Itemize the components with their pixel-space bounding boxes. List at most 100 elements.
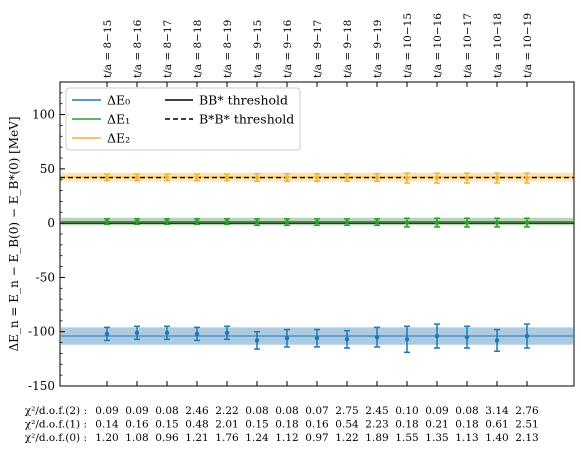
chi2-value-1-12: 0.18	[455, 419, 478, 431]
data-point-1-1	[134, 219, 140, 224]
chi2-value-2-5: 1.24	[245, 432, 269, 444]
data-point-0-2	[164, 330, 170, 335]
data-point-1-5	[254, 219, 260, 225]
data-point-2-7	[314, 175, 320, 180]
data-point-0-0	[104, 331, 110, 337]
y-tick-label: -50	[36, 270, 55, 284]
data-point-1-14	[524, 220, 530, 225]
chi2-value-1-1: 0.16	[125, 419, 149, 431]
chi2-value-1-2: 0.15	[155, 419, 178, 431]
data-point-0-1	[134, 330, 140, 335]
x-tick-label: t/a = 8−18	[192, 20, 204, 78]
data-point-1-4	[224, 219, 230, 224]
chi2-row-label-1: χ²/d.o.f.(1) :	[25, 419, 87, 431]
chi2-value-1-3: 0.48	[185, 419, 208, 431]
data-point-1-0	[104, 219, 110, 224]
legend-label-0: ΔE₀	[107, 93, 130, 108]
chi2-value-2-4: 1.76	[215, 432, 239, 444]
chi2-row-label-0: χ²/d.o.f.(2) :	[25, 405, 87, 417]
chi2-value-2-9: 1.89	[365, 432, 388, 444]
chi2-value-2-7: 0.97	[305, 432, 328, 444]
chi2-value-2-14: 2.13	[515, 432, 538, 444]
data-point-2-8	[344, 175, 350, 180]
x-tick-label: t/a = 8−17	[162, 20, 174, 78]
chi2-value-1-10: 0.18	[395, 419, 418, 431]
y-tick-label: 100	[32, 108, 55, 122]
y-tick-label: -100	[28, 325, 55, 339]
data-point-2-9	[374, 175, 380, 180]
x-tick-label: t/a = 10−19	[522, 13, 534, 78]
data-point-1-10	[404, 220, 410, 225]
chi2-value-1-13: 0.61	[485, 419, 508, 431]
chi2-value-2-3: 1.21	[185, 432, 208, 444]
data-point-0-3	[194, 331, 200, 337]
x-tick-label: t/a = 10−16	[432, 13, 444, 78]
y-axis-label: ΔE_n = E_n − E_B(0) − E_B*(0) [MeV]	[7, 116, 21, 351]
chi2-value-1-11: 0.21	[425, 419, 448, 431]
chi2-value-1-9: 2.23	[365, 419, 388, 431]
chi2-value-2-0: 1.20	[95, 432, 118, 444]
data-point-1-11	[434, 220, 440, 225]
chi2-value-1-4: 2.01	[215, 419, 238, 431]
x-tick-label: t/a = 8−19	[222, 20, 234, 78]
chi2-value-2-11: 1.35	[425, 432, 448, 444]
data-point-1-13	[494, 220, 500, 225]
chi2-value-1-7: 0.16	[305, 419, 329, 431]
data-point-0-14	[524, 333, 530, 339]
chi2-value-0-13: 3.14	[485, 405, 509, 417]
data-point-1-6	[284, 219, 290, 225]
data-point-0-12	[464, 334, 470, 340]
legend-threshold-label-0: BB* threshold	[199, 93, 288, 108]
chi2-value-1-14: 2.51	[515, 419, 538, 431]
y-tick-label: 50	[40, 162, 55, 176]
data-point-2-4	[224, 175, 230, 180]
x-tick-label: t/a = 8−15	[102, 20, 114, 78]
data-point-2-13	[494, 175, 500, 181]
data-point-0-6	[284, 336, 290, 341]
chi2-value-0-11: 0.09	[425, 405, 448, 417]
data-point-2-2	[164, 175, 170, 180]
chi2-value-2-8: 1.22	[335, 432, 358, 444]
chi2-value-0-12: 0.08	[455, 405, 478, 417]
data-point-1-2	[164, 219, 170, 224]
data-point-0-4	[224, 330, 230, 335]
x-tick-label: t/a = 8−16	[132, 19, 144, 78]
data-point-0-9	[374, 334, 380, 340]
data-point-0-5	[254, 338, 260, 343]
x-tick-label: t/a = 9−19	[372, 20, 384, 78]
data-point-2-5	[254, 175, 260, 180]
data-point-1-8	[344, 219, 350, 225]
x-tick-label: t/a = 9−18	[342, 20, 354, 78]
chi2-row-label-2: χ²/d.o.f.(0) :	[25, 432, 87, 444]
x-tick-label: t/a = 10−18	[492, 13, 504, 78]
chi2-value-1-5: 0.15	[245, 419, 268, 431]
chi2-value-0-0: 0.09	[95, 405, 118, 417]
chi2-value-2-1: 1.08	[125, 432, 148, 444]
data-point-2-10	[404, 175, 410, 181]
data-point-0-8	[344, 337, 350, 342]
chi2-value-0-14: 2.76	[515, 405, 539, 417]
data-point-1-12	[464, 220, 470, 225]
data-point-2-1	[134, 175, 140, 180]
chi2-value-0-8: 2.75	[335, 405, 358, 417]
chi2-value-2-10: 1.55	[395, 432, 418, 444]
data-point-1-3	[194, 219, 200, 224]
chi2-value-2-6: 1.12	[275, 432, 298, 444]
data-point-2-6	[284, 175, 290, 180]
x-tick-label: t/a = 10−15	[402, 13, 414, 78]
chi2-value-2-2: 0.96	[155, 432, 179, 444]
legend-label-2: ΔE₂	[107, 131, 130, 146]
x-tick-label: t/a = 10−17	[462, 13, 474, 78]
chi2-value-2-13: 1.40	[485, 432, 508, 444]
y-tick-label: 0	[47, 216, 55, 230]
data-point-0-7	[314, 336, 320, 341]
data-point-2-3	[194, 175, 200, 180]
data-point-2-12	[464, 175, 470, 181]
chi2-value-1-0: 0.14	[95, 419, 119, 431]
chi2-value-1-8: 0.54	[335, 419, 359, 431]
legend-threshold-label-1: B*B* threshold	[199, 112, 294, 127]
data-point-2-14	[524, 175, 530, 181]
chi2-value-0-6: 0.08	[275, 405, 298, 417]
chi2-value-0-4: 2.22	[215, 405, 238, 417]
